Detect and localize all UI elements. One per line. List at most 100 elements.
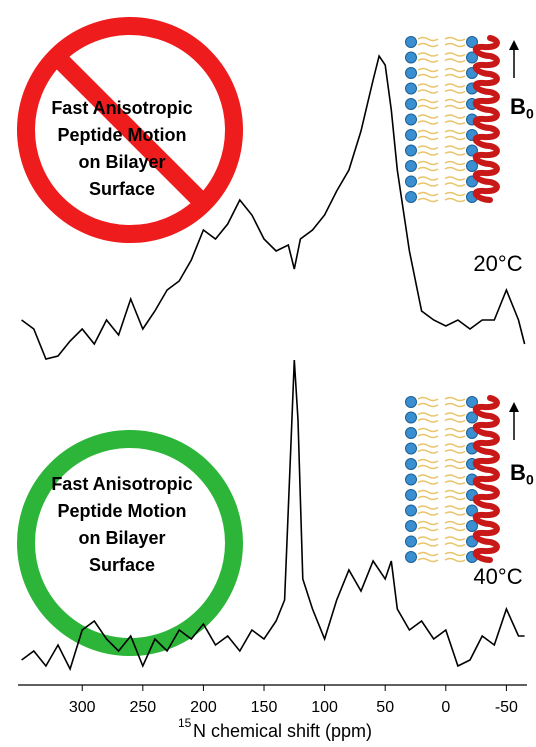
x-tick-label: -50 [495, 699, 518, 716]
lipid-tail [445, 146, 465, 149]
x-tick-label: 250 [129, 699, 156, 716]
lipid-head [406, 521, 417, 532]
lipid-tail [418, 543, 438, 546]
lipid-tail [445, 69, 465, 72]
lipid-tail [418, 528, 438, 531]
lipid-tail [445, 466, 465, 469]
x-tick-label: 0 [441, 699, 450, 716]
lipid-head [406, 443, 417, 454]
lipid-tail [445, 177, 465, 180]
lipid-tail [445, 497, 465, 500]
lipid-tail [445, 121, 465, 124]
lipid-tail [445, 475, 465, 478]
lipid-tail [445, 537, 465, 540]
lipid-tail [418, 537, 438, 540]
lipid-head [406, 114, 417, 125]
lipid-tail [445, 398, 465, 401]
lipid-tail [445, 444, 465, 447]
lipid-tail [445, 137, 465, 140]
lipid-tail [418, 435, 438, 438]
lipid-head [406, 536, 417, 547]
lipid-tail [418, 137, 438, 140]
field-label: B [510, 460, 526, 485]
lipid-head [406, 192, 417, 203]
lipid-head [406, 490, 417, 501]
lipid-tail [418, 398, 438, 401]
annotation-line: Peptide Motion [58, 125, 187, 145]
lipid-tail [418, 429, 438, 432]
lipid-tail [445, 131, 465, 134]
lipid-head [406, 145, 417, 156]
lipid-tail [418, 193, 438, 196]
lipid-tail [418, 177, 438, 180]
peptide-helix [476, 398, 497, 560]
lipid-tail [418, 84, 438, 87]
lipid-tail [418, 199, 438, 202]
x-tick-label: 200 [190, 699, 217, 716]
lipid-tail [445, 168, 465, 171]
lipid-tail [418, 444, 438, 447]
lipid-tail [445, 559, 465, 562]
bilayer-cartoon [406, 37, 497, 203]
lipid-tail [445, 506, 465, 509]
lipid-tail [418, 481, 438, 484]
lipid-head [406, 68, 417, 79]
field-label: B [510, 94, 526, 119]
lipid-tail [418, 553, 438, 556]
lipid-head [406, 505, 417, 516]
field-arrowhead [509, 40, 519, 50]
lipid-tail [418, 121, 438, 124]
lipid-tail [418, 90, 438, 93]
lipid-tail [445, 75, 465, 78]
lipid-tail [418, 460, 438, 463]
temperature-label: 20°C [473, 251, 522, 276]
lipid-tail [445, 100, 465, 103]
lipid-tail [445, 512, 465, 515]
x-tick-label: 300 [69, 699, 96, 716]
lipid-tail [418, 512, 438, 515]
lipid-head [406, 428, 417, 439]
lipid-tail [445, 460, 465, 463]
lipid-tail [418, 131, 438, 134]
lipid-head [406, 130, 417, 141]
lipid-tail [418, 106, 438, 109]
lipid-head [406, 474, 417, 485]
annotation-line: Surface [89, 179, 155, 199]
lipid-tail [445, 152, 465, 155]
lipid-head [406, 99, 417, 110]
x-tick-label: 50 [376, 699, 394, 716]
lipid-tail [445, 115, 465, 118]
field-arrowhead [509, 402, 519, 412]
lipid-tail [418, 183, 438, 186]
lipid-tail [445, 183, 465, 186]
lipid-tail [418, 404, 438, 407]
annotation-line: on Bilayer [78, 152, 165, 172]
lipid-tail [445, 404, 465, 407]
lipid-tail [445, 419, 465, 422]
lipid-tail [418, 497, 438, 500]
lipid-tail [445, 199, 465, 202]
x-label-superscript: 15 [178, 716, 192, 730]
lipid-tail [418, 168, 438, 171]
lipid-tail [445, 435, 465, 438]
lipid-tail [445, 44, 465, 47]
lipid-tail [445, 84, 465, 87]
lipid-tail [445, 543, 465, 546]
lipid-tail [418, 59, 438, 62]
lipid-tail [418, 491, 438, 494]
field-subscript: 0 [526, 472, 534, 488]
lipid-tail [418, 522, 438, 525]
lipid-tail [418, 115, 438, 118]
lipid-head [406, 83, 417, 94]
lipid-head [406, 52, 417, 63]
figure: Fast AnisotropicPeptide Motionon Bilayer… [0, 0, 536, 747]
lipid-head [406, 161, 417, 172]
bilayer-cartoon [406, 397, 497, 563]
lipid-tail [418, 44, 438, 47]
lipid-head [406, 37, 417, 48]
lipid-tail [418, 162, 438, 165]
x-label: N chemical shift (ppm) [193, 721, 372, 741]
lipid-tail [418, 75, 438, 78]
lipid-tail [445, 528, 465, 531]
lipid-head [406, 552, 417, 563]
